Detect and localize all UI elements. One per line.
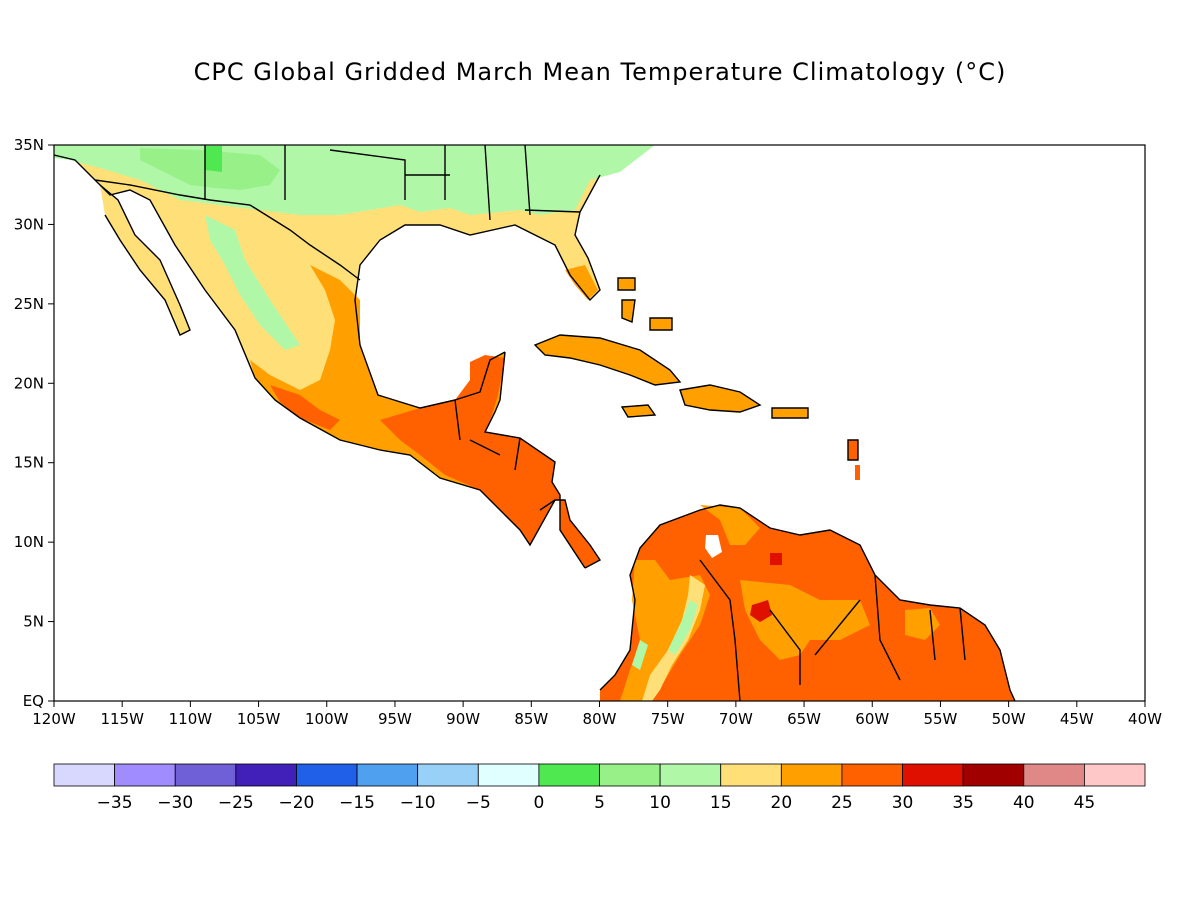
coastline-baja <box>99 184 191 336</box>
colorbar-label: 25 <box>831 793 853 813</box>
colorbar-swatch <box>1023 763 1085 787</box>
lon-tick-label: 65W <box>787 710 821 728</box>
zone-20-25-andes <box>620 560 710 701</box>
zone-20-25-florida <box>565 265 598 300</box>
lon-tick-label: 95W <box>378 710 412 728</box>
colorbar-label: 10 <box>649 793 671 813</box>
colorbar-swatch <box>356 763 419 787</box>
coastline-hispaniola <box>679 384 762 413</box>
zone-25-30-central-america <box>380 355 600 568</box>
land-jamaica <box>622 405 655 417</box>
colorbar-swatch <box>174 763 237 787</box>
zone-10-15-plateau <box>205 215 300 350</box>
lat-tick-label: 10N <box>14 533 44 551</box>
lon-tick-label: 110W <box>169 710 213 728</box>
colorbar-swatch <box>720 763 782 787</box>
colorbar-label: 15 <box>710 793 732 813</box>
lat-tick-label: EQ <box>23 692 44 710</box>
temperature-field <box>54 145 1015 701</box>
land-lake-maracaibo <box>705 535 722 558</box>
colorbar-label: −20 <box>278 793 314 813</box>
coastline-puerto-rico <box>771 407 809 419</box>
coastline-cuba <box>533 334 682 386</box>
lon-tick-label: 90W <box>446 710 480 728</box>
zone-0-5 <box>205 146 222 172</box>
lon-tick-label: 60W <box>855 710 889 728</box>
coastline-islands <box>617 277 859 461</box>
colorbar-swatch <box>235 763 297 787</box>
colorbar-swatch <box>296 763 358 787</box>
lon-tick-label: 45W <box>1060 710 1094 728</box>
coastline-south-america <box>599 504 1016 701</box>
lat-tick-label: 25N <box>14 295 44 313</box>
colorbar: −35 −30 −25 −20 −15 −10 −5 0 5 10 15 20 25 30 35 40 45 <box>53 763 1146 813</box>
map-title: CPC Global Gridded March Mean Temperatur… <box>193 58 1007 86</box>
zone-20-25-guiana-highlands <box>740 580 870 660</box>
zone-20-25-venezuela-coast <box>700 505 760 545</box>
coastline-pacific <box>54 154 602 569</box>
colorbar-label: −15 <box>339 793 375 813</box>
coastlines <box>54 145 1016 701</box>
land-cuba <box>535 335 680 385</box>
lon-tick-label: 100W <box>305 710 349 728</box>
land-baja <box>100 185 190 335</box>
colorbar-label: 35 <box>952 793 974 813</box>
colorbar-label: −5 <box>466 793 491 813</box>
coastline-jamaica <box>620 404 657 418</box>
lat-tick-label: 15N <box>14 454 44 472</box>
colorbar-label: 5 <box>594 793 605 813</box>
lon-tick-label: 85W <box>514 710 548 728</box>
lat-tick-label: 30N <box>14 215 44 233</box>
lon-tick-label: 75W <box>651 710 685 728</box>
colorbar-label: −10 <box>400 793 436 813</box>
lon-tick-label: 50W <box>992 710 1026 728</box>
colorbar-swatch <box>659 763 722 787</box>
colorbar-label: 45 <box>1074 793 1096 813</box>
coastline-caribbean-ca <box>483 351 586 569</box>
lon-tick-label: 120W <box>32 710 76 728</box>
colorbar-label: −30 <box>157 793 193 813</box>
zone-10-15-andes <box>632 600 698 670</box>
colorbar-swatch <box>1083 763 1146 787</box>
zone-30-35-orinoco <box>750 553 782 622</box>
colorbar-swatch <box>962 763 1025 787</box>
lon-tick-label: 55W <box>923 710 957 728</box>
colorbar-swatch <box>114 763 176 787</box>
land-puerto-rico <box>772 408 808 418</box>
colorbar-swatch <box>417 763 479 787</box>
border-us-mexico <box>94 179 361 281</box>
border-us-states <box>204 145 581 221</box>
land-hispaniola <box>680 385 760 412</box>
lat-tick-label: 20N <box>14 374 44 392</box>
colorbar-swatch <box>841 763 903 787</box>
border-central-america <box>419 399 556 511</box>
lat-tick-label: 5N <box>23 613 44 631</box>
border-south-america <box>699 559 966 701</box>
lon-tick-label: 115W <box>100 710 144 728</box>
colorbar-label: −25 <box>218 793 254 813</box>
lon-tick-label: 80W <box>583 710 617 728</box>
land-bahamas <box>618 278 672 330</box>
colorbar-swatch <box>599 763 661 787</box>
axis-ticks: 120W 115W 110W 105W 100W 95W 90W 85W 80W 75W 70W 65… <box>14 136 1162 728</box>
lon-tick-label: 105W <box>237 710 281 728</box>
colorbar-swatch <box>53 763 116 787</box>
colorbar-label: 40 <box>1013 793 1035 813</box>
colorbar-swatch <box>477 763 540 787</box>
colorbar-label: 30 <box>892 793 914 813</box>
colorbar-swatch <box>780 763 843 787</box>
colorbar-swatch <box>902 763 964 787</box>
lat-tick-label: 35N <box>14 136 44 154</box>
lon-tick-label: 70W <box>719 710 753 728</box>
colorbar-label: −35 <box>97 793 133 813</box>
colorbar-swatch <box>538 763 600 787</box>
colorbar-label: 0 <box>533 793 544 813</box>
colorbar-label: 20 <box>771 793 793 813</box>
zone-25-30-west-mexico <box>270 385 340 430</box>
lon-tick-label: 40W <box>1128 710 1162 728</box>
